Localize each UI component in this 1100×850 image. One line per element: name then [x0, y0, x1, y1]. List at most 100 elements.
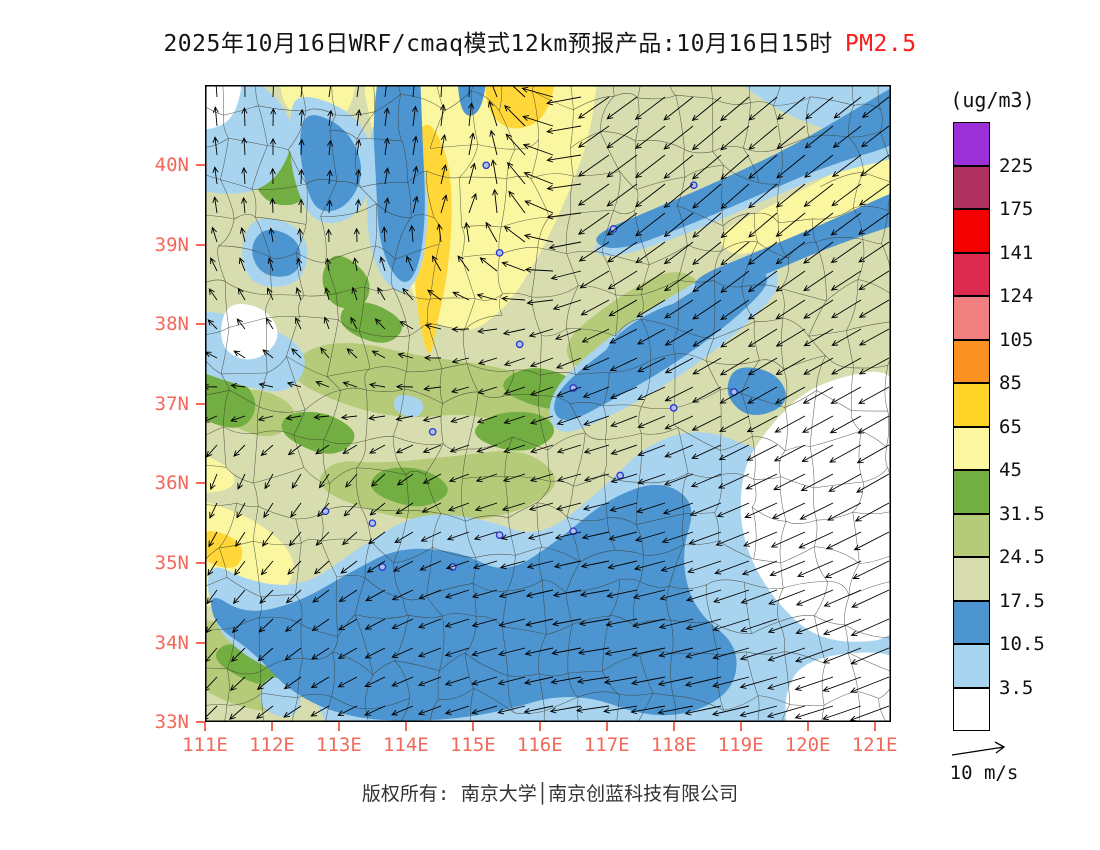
colorbar-label: 31.5 — [999, 502, 1045, 525]
pm-contour-region — [322, 255, 370, 309]
pm-contour-region — [221, 303, 278, 360]
city-marker — [495, 531, 504, 539]
lat-tick-label: 36N — [154, 472, 189, 495]
city-marker — [669, 404, 678, 412]
lat-tick-mark — [196, 402, 205, 405]
city-marker — [482, 161, 491, 170]
map-plot — [205, 85, 891, 722]
colorbar-box — [953, 165, 990, 209]
pm-contour-region — [566, 272, 699, 368]
lon-tick-label: 113E — [316, 734, 362, 756]
city-marker — [495, 248, 504, 257]
colorbar-box — [953, 557, 990, 601]
pm-contour-region — [205, 85, 242, 130]
colorbar-label: 175 — [999, 198, 1034, 220]
wind-scale-label: 10 m/s — [949, 762, 1019, 784]
city-marker — [515, 340, 524, 349]
colorbar-box — [953, 383, 990, 427]
pm-contour-region — [740, 371, 891, 642]
lat-tick-mark — [196, 641, 205, 644]
lat-tick-mark — [196, 164, 205, 167]
lon-tick-label: 116E — [516, 734, 563, 756]
title-text: 2025年10月16日WRF/cmaq模式12km预报产品:10月16日15时 — [163, 31, 833, 57]
wind-scale-arrow-icon — [951, 741, 1006, 756]
pm-contour-region — [394, 394, 424, 417]
colorbar-box — [953, 122, 990, 166]
lat-tick-label: 38N — [154, 313, 189, 336]
colorbar-box — [953, 470, 990, 514]
city-marker — [368, 519, 377, 528]
pm-contour-region — [299, 115, 362, 212]
pm-contour-region — [596, 87, 891, 249]
lat-tick-mark — [196, 721, 205, 724]
colorbar-box — [953, 296, 990, 340]
colorbar-label: 3.5 — [999, 676, 1034, 699]
lat-tick-mark — [196, 323, 205, 326]
lon-tick-mark — [672, 722, 675, 731]
variable-label: PM2.5 — [844, 31, 917, 57]
pm-contour-region — [292, 342, 572, 430]
lon-tick-label: 120E — [784, 734, 831, 756]
pm-contour-region — [475, 411, 554, 451]
pm-contour-region — [211, 484, 737, 721]
pm-contour-region — [694, 193, 891, 293]
city-marker — [609, 225, 618, 233]
colorbar-box — [953, 644, 990, 688]
pm-contour-region — [205, 531, 243, 568]
lon-tick-mark — [337, 722, 340, 731]
lon-tick-label: 112E — [249, 734, 295, 756]
lon-tick-label: 114E — [382, 734, 429, 756]
wind-vectors-layer — [205, 85, 890, 722]
lat-tick-label: 35N — [154, 551, 189, 574]
pm-contour-region — [252, 229, 301, 277]
colorbar-box — [953, 339, 990, 383]
city-marker — [428, 427, 437, 436]
city-marker — [321, 507, 330, 516]
lon-tick-label: 119E — [717, 734, 764, 756]
city-marker — [569, 527, 578, 536]
colorbar-box — [953, 687, 990, 731]
lon-tick-label: 121E — [851, 734, 898, 756]
colorbar-label: 85 — [999, 372, 1022, 394]
lon-tick-mark — [806, 722, 809, 731]
city-marker — [616, 471, 625, 480]
lat-tick-label: 40N — [154, 154, 189, 177]
city-marker — [378, 563, 387, 571]
lon-tick-mark — [404, 722, 407, 731]
lon-tick-mark — [605, 722, 608, 731]
pm-contour-region — [371, 467, 448, 507]
lat-tick-label: 33N — [154, 711, 189, 734]
colorbar-box — [953, 426, 990, 470]
lat-tick-label: 37N — [154, 392, 189, 415]
colorbar-unit-label: (ug/m3) — [950, 88, 1035, 112]
colorbar: 225 175 141 124 105 85 65 45 31.5 24.5 17.5 10.5 3.5 — [953, 122, 1063, 737]
wind-scale-legend: 10 m/s — [948, 738, 1028, 788]
map-plot-area — [205, 85, 891, 722]
colorbar-label: 124 — [999, 285, 1034, 307]
lat-tick-mark — [196, 561, 205, 564]
colorbar-box — [953, 209, 990, 253]
colorbar-box — [953, 513, 990, 557]
colorbar-label: 65 — [999, 415, 1022, 438]
admin-boundaries — [205, 85, 891, 722]
colorbar-label: 24.5 — [999, 546, 1045, 568]
map-frame — [205, 85, 891, 722]
city-marker — [689, 181, 698, 190]
pm-contour-region — [205, 455, 235, 493]
page-title: 2025年10月16日WRF/cmaq模式12km预报产品:10月16日15时 P… — [0, 24, 1080, 58]
lon-tick-mark — [739, 722, 742, 731]
lon-tick-label: 118E — [650, 734, 697, 756]
colorbar-label: 10.5 — [999, 633, 1045, 655]
lon-tick-label: 115E — [449, 734, 496, 756]
lon-tick-mark — [471, 722, 474, 731]
colorbar-label: 141 — [999, 241, 1034, 264]
map-layers — [205, 85, 891, 722]
colorbar-box — [953, 252, 990, 296]
lon-tick-mark — [538, 722, 541, 731]
colorbar-label: 225 — [999, 154, 1034, 177]
colorbar-label: 45 — [999, 459, 1022, 481]
lat-tick-mark — [196, 243, 205, 246]
copyright-text: 版权所有: 南京大学│南京创蓝科技有限公司 — [361, 783, 739, 805]
lon-tick-label: 117E — [583, 734, 630, 756]
colorbar-label: 105 — [999, 328, 1034, 351]
